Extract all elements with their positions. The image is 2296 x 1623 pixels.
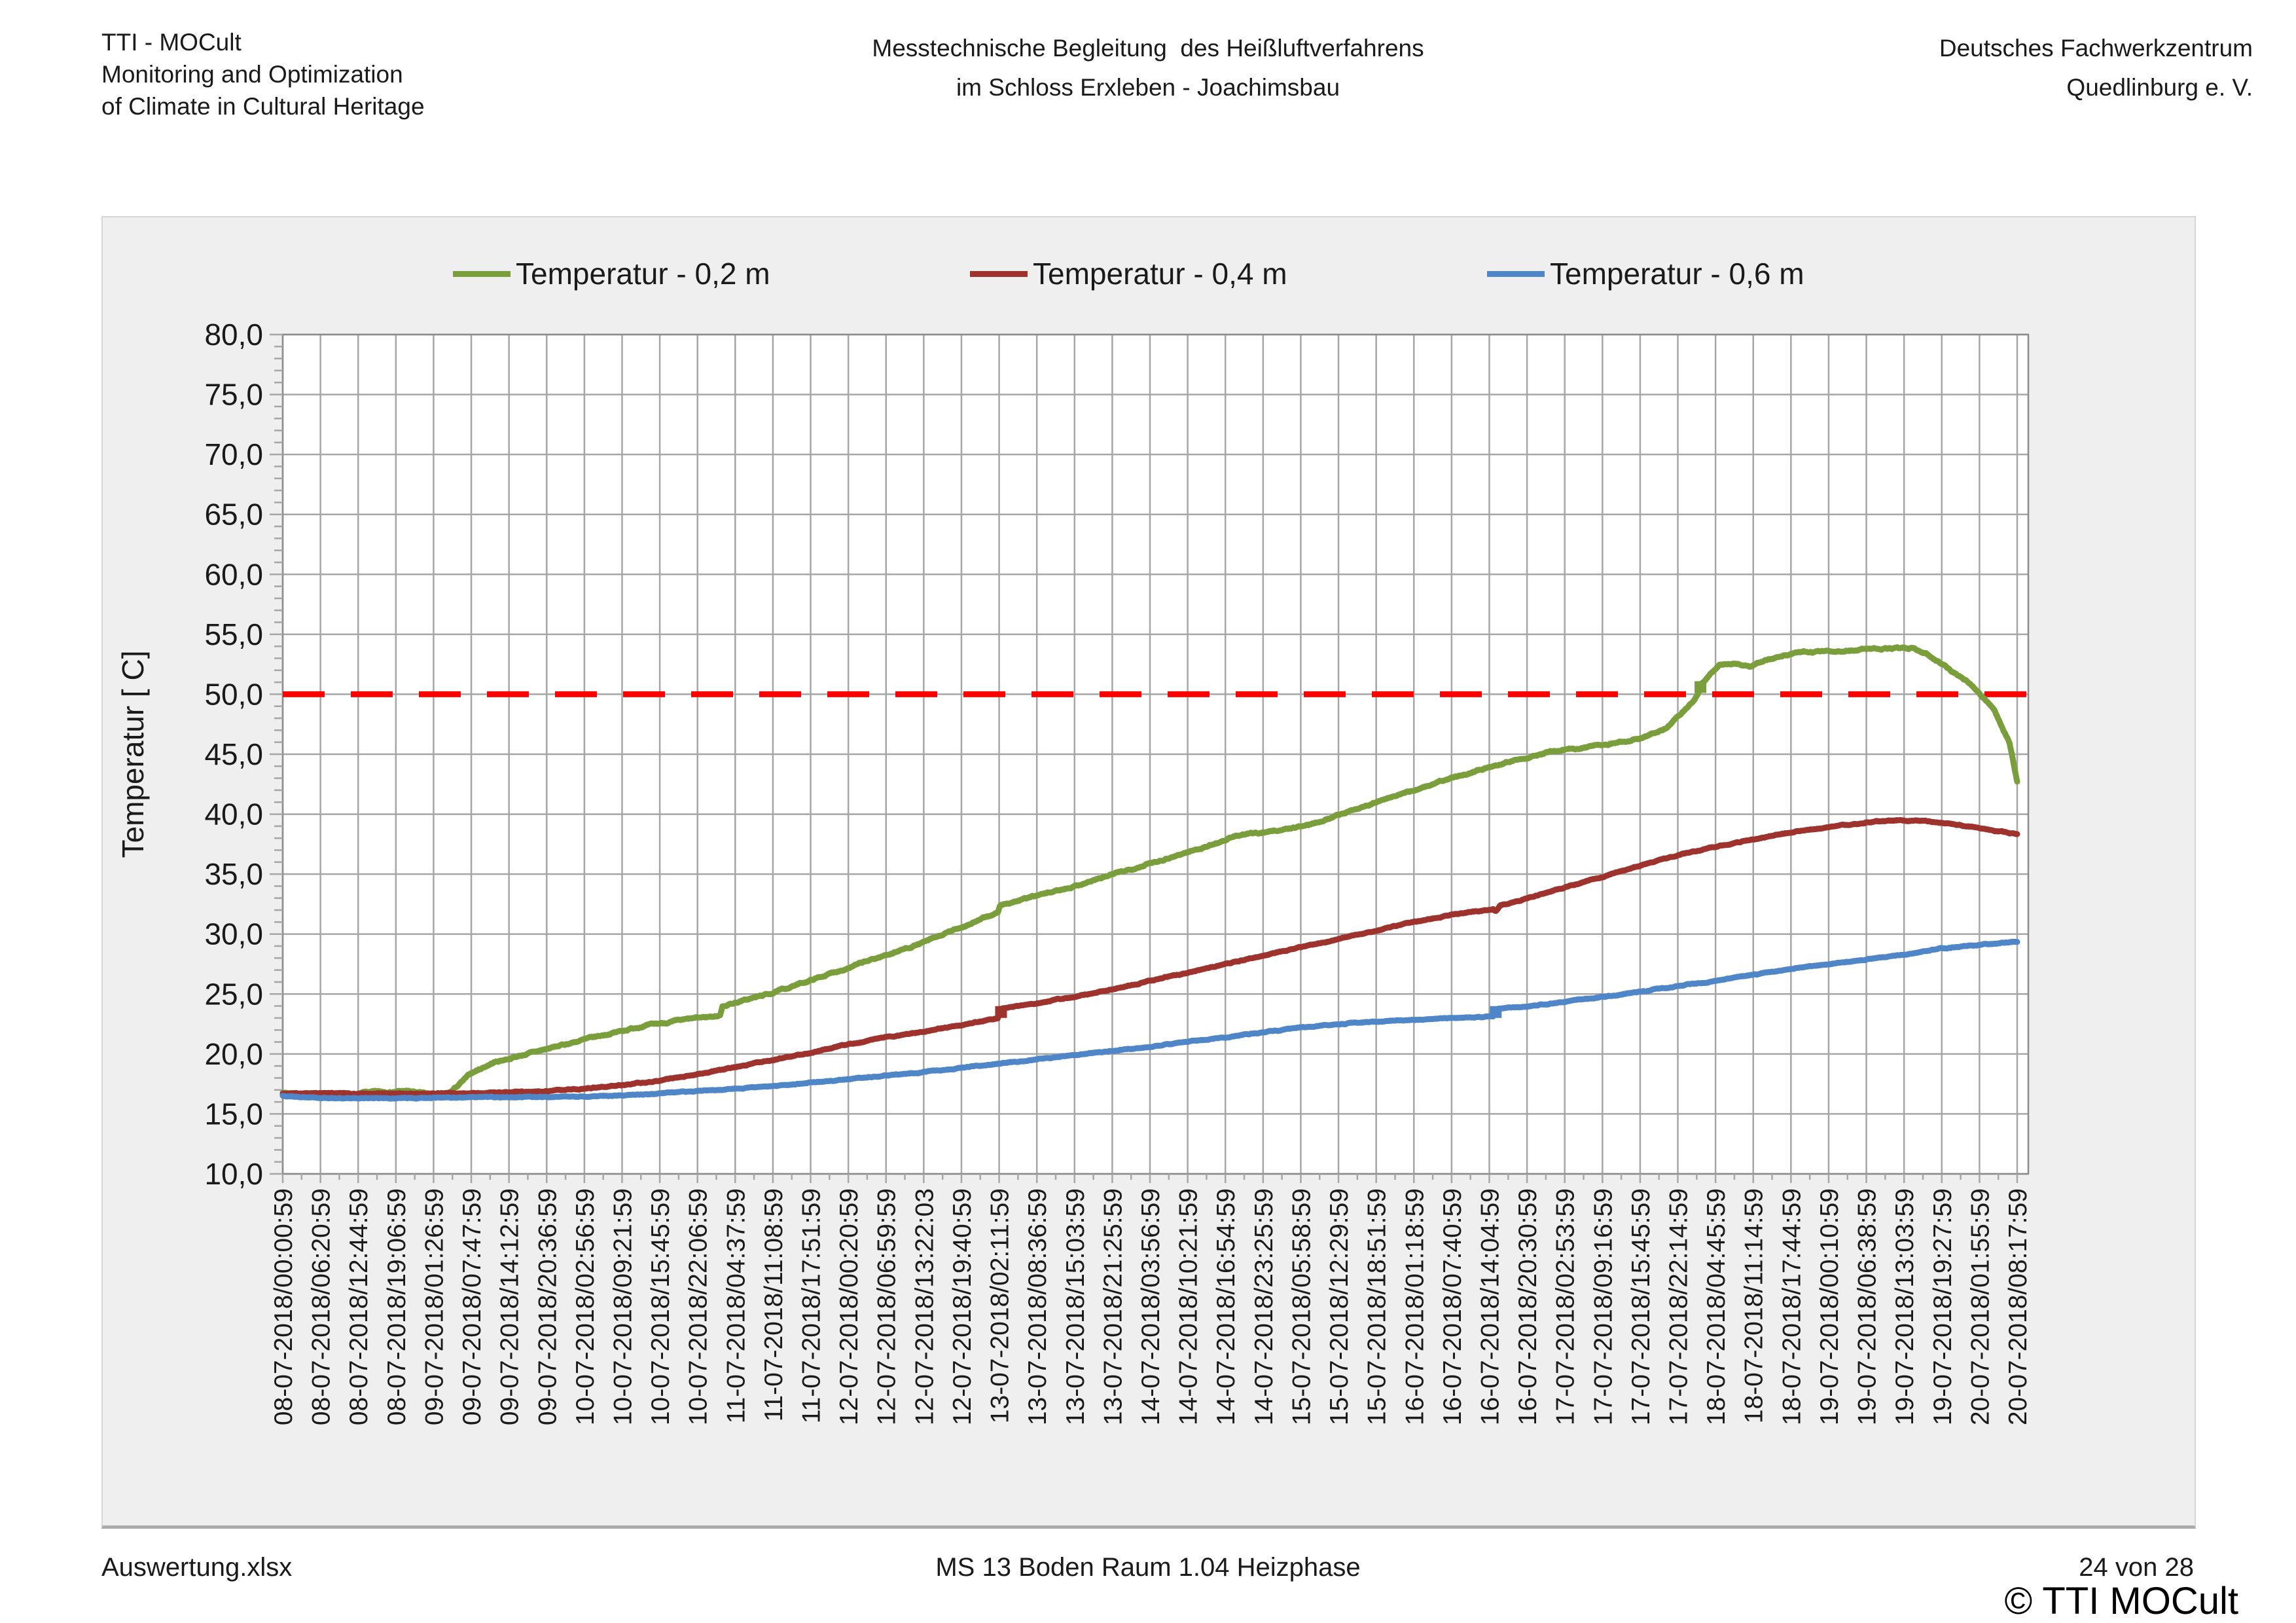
svg-text:14-07-2018/16:54:59: 14-07-2018/16:54:59 (1212, 1188, 1240, 1425)
svg-text:80,0: 80,0 (204, 318, 263, 352)
svg-text:08-07-2018/00:00:59: 08-07-2018/00:00:59 (270, 1188, 298, 1425)
svg-text:20-07-2018/08:17:59: 20-07-2018/08:17:59 (2004, 1188, 2032, 1425)
svg-text:19-07-2018/06:38:59: 19-07-2018/06:38:59 (1854, 1188, 1882, 1425)
svg-text:50,0: 50,0 (204, 677, 263, 711)
svg-text:10-07-2018/15:45:59: 10-07-2018/15:45:59 (647, 1188, 675, 1425)
svg-text:13-07-2018/21:25:59: 13-07-2018/21:25:59 (1099, 1188, 1127, 1425)
svg-text:30,0: 30,0 (204, 917, 263, 951)
temperature-chart: 10,0 15,0 20,0 25,0 30,0 35,0 40,0 45,0 50,0 55,0… (101, 216, 2196, 1529)
svg-text:12-07-2018/19:40:59: 12-07-2018/19:40:59 (948, 1188, 977, 1425)
svg-text:18-07-2018/17:44:59: 18-07-2018/17:44:59 (1778, 1188, 1806, 1425)
footer-page-number: 24 von 28 (2079, 1553, 2194, 1582)
header-left: TTI - MOCult Monitoring and Optimization… (101, 26, 425, 122)
svg-text:25,0: 25,0 (204, 977, 263, 1011)
svg-text:08-07-2018/19:06:59: 08-07-2018/19:06:59 (383, 1188, 411, 1425)
svg-text:35,0: 35,0 (204, 857, 263, 891)
svg-text:20-07-2018/01:55:59: 20-07-2018/01:55:59 (1966, 1188, 1994, 1425)
svg-text:10,0: 10,0 (204, 1157, 263, 1191)
svg-text:09-07-2018/14:12:59: 09-07-2018/14:12:59 (496, 1188, 524, 1425)
footer-sheet-title: MS 13 Boden Raum 1.04 Heizphase (935, 1553, 1361, 1582)
svg-text:55,0: 55,0 (204, 617, 263, 651)
svg-text:13-07-2018/02:11:59: 13-07-2018/02:11:59 (986, 1188, 1014, 1423)
svg-text:15,0: 15,0 (204, 1097, 263, 1131)
legend-item-temperatur-06m: Temperatur - 0,6 m (1487, 257, 1804, 291)
footer-filename: Auswertung.xlsx (101, 1553, 293, 1582)
svg-text:13-07-2018/08:36:59: 13-07-2018/08:36:59 (1024, 1188, 1052, 1425)
footer-copyright: © TTI MOCult (2004, 1580, 2238, 1622)
legend-item-temperatur-04m: Temperatur - 0,4 m (970, 257, 1287, 291)
legend-swatch-blue (1487, 270, 1545, 277)
svg-text:19-07-2018/19:27:59: 19-07-2018/19:27:59 (1929, 1188, 1957, 1425)
legend-label: Temperatur - 0,6 m (1550, 257, 1804, 291)
svg-text:12-07-2018/06:59:59: 12-07-2018/06:59:59 (873, 1188, 901, 1425)
svg-text:70,0: 70,0 (204, 437, 263, 471)
svg-text:12-07-2018/00:20:59: 12-07-2018/00:20:59 (835, 1188, 863, 1425)
svg-text:13-07-2018/15:03:59: 13-07-2018/15:03:59 (1062, 1188, 1090, 1425)
svg-text:08-07-2018/06:20:59: 08-07-2018/06:20:59 (308, 1188, 336, 1425)
svg-text:16-07-2018/07:40:59: 16-07-2018/07:40:59 (1439, 1188, 1467, 1425)
svg-text:09-07-2018/01:26:59: 09-07-2018/01:26:59 (420, 1188, 448, 1425)
svg-text:17-07-2018/15:45:59: 17-07-2018/15:45:59 (1627, 1188, 1655, 1425)
header-title: Messtechnische Begleitung des Heißluftve… (0, 29, 2296, 107)
svg-text:17-07-2018/22:14:59: 17-07-2018/22:14:59 (1665, 1188, 1693, 1425)
svg-text:12-07-2018/13:22:03: 12-07-2018/13:22:03 (910, 1188, 939, 1425)
svg-text:11-07-2018/17:51:59: 11-07-2018/17:51:59 (798, 1188, 826, 1423)
svg-text:09-07-2018/07:47:59: 09-07-2018/07:47:59 (458, 1188, 486, 1425)
svg-text:75,0: 75,0 (204, 378, 263, 412)
svg-text:40,0: 40,0 (204, 797, 263, 831)
svg-text:10-07-2018/02:56:59: 10-07-2018/02:56:59 (571, 1188, 600, 1425)
svg-text:65,0: 65,0 (204, 498, 263, 532)
svg-text:15-07-2018/12:29:59: 15-07-2018/12:29:59 (1325, 1188, 1354, 1425)
svg-text:16-07-2018/01:18:59: 16-07-2018/01:18:59 (1401, 1188, 1429, 1425)
legend-label: Temperatur - 0,4 m (1033, 257, 1287, 291)
svg-text:17-07-2018/09:16:59: 17-07-2018/09:16:59 (1589, 1188, 1617, 1425)
chart-canvas: 10,0 15,0 20,0 25,0 30,0 35,0 40,0 45,0 50,0 55,0… (116, 318, 2032, 1425)
legend-swatch-green (453, 270, 511, 277)
legend-item-temperatur-02m: Temperatur - 0,2 m (453, 257, 770, 291)
svg-text:10-07-2018/22:06:59: 10-07-2018/22:06:59 (685, 1188, 713, 1425)
svg-text:11-07-2018/04:37:59: 11-07-2018/04:37:59 (722, 1188, 750, 1423)
svg-text:16-07-2018/20:30:59: 16-07-2018/20:30:59 (1514, 1188, 1542, 1425)
legend-swatch-dark-red (970, 270, 1028, 277)
svg-text:18-07-2018/04:45:59: 18-07-2018/04:45:59 (1702, 1188, 1731, 1425)
header-right: Deutsches Fachwerkzentrum Quedlinburg e.… (1939, 29, 2253, 107)
svg-text:16-07-2018/14:04:59: 16-07-2018/14:04:59 (1476, 1188, 1504, 1425)
svg-text:Temperatur [ C]: Temperatur [ C] (116, 651, 150, 858)
svg-text:11-07-2018/11:08:59: 11-07-2018/11:08:59 (760, 1188, 788, 1421)
header-left-text: TTI - MOCult Monitoring and Optimization… (101, 29, 425, 120)
svg-text:17-07-2018/02:53:59: 17-07-2018/02:53:59 (1552, 1188, 1580, 1425)
svg-text:15-07-2018/05:58:59: 15-07-2018/05:58:59 (1287, 1188, 1316, 1425)
legend-label: Temperatur - 0,2 m (516, 257, 770, 291)
svg-text:14-07-2018/10:21:59: 14-07-2018/10:21:59 (1175, 1188, 1203, 1425)
svg-text:15-07-2018/18:51:59: 15-07-2018/18:51:59 (1363, 1188, 1391, 1425)
svg-text:19-07-2018/13:03:59: 19-07-2018/13:03:59 (1891, 1188, 1919, 1425)
svg-text:14-07-2018/03:56:59: 14-07-2018/03:56:59 (1137, 1188, 1165, 1425)
svg-text:08-07-2018/12:44:59: 08-07-2018/12:44:59 (345, 1188, 373, 1425)
svg-text:45,0: 45,0 (204, 737, 263, 771)
svg-text:20,0: 20,0 (204, 1037, 263, 1071)
header-right-text: Deutsches Fachwerkzentrum Quedlinburg e.… (1939, 35, 2253, 101)
svg-text:14-07-2018/23:25:59: 14-07-2018/23:25:59 (1250, 1188, 1278, 1425)
svg-text:09-07-2018/20:36:59: 09-07-2018/20:36:59 (533, 1188, 562, 1425)
svg-text:18-07-2018/11:14:59: 18-07-2018/11:14:59 (1740, 1188, 1768, 1423)
header-title-text: Messtechnische Begleitung des Heißluftve… (872, 35, 1424, 101)
svg-text:19-07-2018/00:10:59: 19-07-2018/00:10:59 (1816, 1188, 1844, 1425)
svg-text:60,0: 60,0 (204, 557, 263, 591)
svg-text:10-07-2018/09:21:59: 10-07-2018/09:21:59 (609, 1188, 637, 1425)
